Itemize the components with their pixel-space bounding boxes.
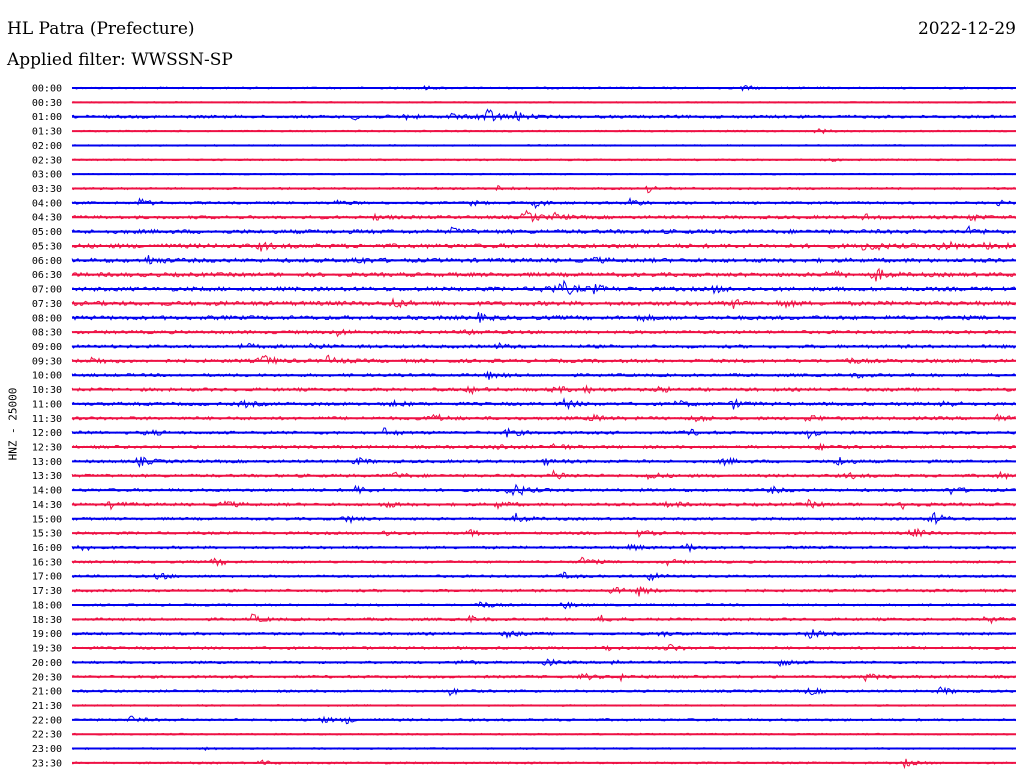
tick-label-1830: 18:30 (32, 615, 62, 626)
tick-label-2200: 22:00 (32, 715, 62, 726)
time-tick-labels: 00:00 00:30 01:00 01:30 02:00 02:30 03:00 03:30… (32, 84, 62, 770)
tick-label-1630: 16:30 (32, 557, 62, 568)
tick-label-1930: 19:30 (32, 644, 62, 655)
station-title: HL Patra (Prefecture) (7, 19, 195, 39)
tick-label-1300: 13:00 (32, 457, 62, 468)
tick-label-1900: 19:00 (32, 629, 62, 640)
tick-label-1200: 12:00 (32, 428, 62, 439)
tick-label-2130: 21:30 (32, 701, 62, 712)
tick-label-2000: 20:00 (32, 658, 62, 669)
tick-label-1230: 12:30 (32, 443, 62, 454)
tick-label-0100: 01:00 (32, 112, 62, 123)
tick-label-0800: 08:00 (32, 313, 62, 324)
seismic-traces (71, 84, 1016, 770)
tick-label-0730: 07:30 (32, 299, 62, 310)
tick-label-1330: 13:30 (32, 471, 62, 482)
tick-label-0230: 02:30 (32, 155, 62, 166)
tick-label-0130: 01:30 (32, 127, 62, 138)
tick-label-0400: 04:00 (32, 198, 62, 209)
tick-label-1500: 15:00 (32, 514, 62, 525)
tick-label-1000: 10:00 (32, 371, 62, 382)
tick-label-0030: 00:30 (32, 98, 62, 109)
tick-label-0930: 09:30 (32, 356, 62, 367)
tick-label-2030: 20:30 (32, 672, 62, 683)
tick-label-1530: 15:30 (32, 529, 62, 540)
tick-label-0530: 05:30 (32, 241, 62, 252)
tick-label-0000: 00:00 (32, 84, 62, 95)
tick-label-1600: 16:00 (32, 543, 62, 554)
tick-label-2230: 22:30 (32, 730, 62, 741)
tick-label-1030: 10:30 (32, 385, 62, 396)
tick-label-2330: 23:30 (32, 758, 62, 769)
tick-label-0630: 06:30 (32, 270, 62, 281)
tick-label-1100: 11:00 (32, 399, 62, 410)
tick-label-2300: 23:00 (32, 744, 62, 755)
trace-0930 (71, 354, 1016, 366)
tick-label-0300: 03:00 (32, 170, 62, 181)
tick-label-0700: 07:00 (32, 285, 62, 296)
date-label: 2022-12-29 (917, 19, 1016, 39)
tick-label-1130: 11:30 (32, 414, 62, 425)
tick-label-0330: 03:30 (32, 184, 62, 195)
tick-label-1700: 17:00 (32, 572, 62, 583)
tick-label-0830: 08:30 (32, 328, 62, 339)
tick-label-1430: 14:30 (32, 500, 62, 511)
tick-label-1400: 14:00 (32, 486, 62, 497)
trace-0100 (71, 108, 1016, 122)
tick-label-1800: 18:00 (32, 600, 62, 611)
filter-label: Applied filter: WWSSN-SP (7, 50, 233, 70)
tick-label-1730: 17:30 (32, 586, 62, 597)
tick-label-0500: 05:00 (32, 227, 62, 238)
trace-0500 (71, 225, 1016, 236)
tick-label-0600: 06:00 (32, 256, 62, 267)
tick-label-0900: 09:00 (32, 342, 62, 353)
tick-label-2100: 21:00 (32, 687, 62, 698)
trace-0700 (71, 279, 1016, 296)
trace-0430 (71, 209, 1016, 223)
tick-label-0430: 04:30 (32, 213, 62, 224)
tick-label-0200: 02:00 (32, 141, 62, 152)
